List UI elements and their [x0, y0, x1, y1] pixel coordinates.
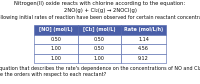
Bar [34, 35, 78, 44]
Bar [121, 35, 166, 44]
Text: [Cl₂] (mol/L): [Cl₂] (mol/L) [83, 27, 116, 32]
Text: Nitrogen(II) oxide reacts with chlorine according to the equation:: Nitrogen(II) oxide reacts with chlorine … [14, 1, 186, 6]
Text: 9.12: 9.12 [138, 56, 149, 61]
Text: [NO] (mol/L): [NO] (mol/L) [39, 27, 73, 32]
Text: 1.00: 1.00 [50, 56, 61, 61]
Text: 0.50: 0.50 [94, 37, 105, 42]
Bar [78, 54, 121, 63]
Bar [34, 25, 78, 35]
Bar [121, 25, 166, 35]
Text: 1.00: 1.00 [50, 46, 61, 51]
Text: 1.14: 1.14 [138, 37, 149, 42]
Text: 1.00: 1.00 [94, 56, 105, 61]
Text: 0.50: 0.50 [50, 37, 61, 42]
Text: What is the rate equation that describes the rate's dependence on the concentrat: What is the rate equation that describes… [0, 66, 200, 77]
Text: 0.50: 0.50 [94, 46, 105, 51]
Bar [78, 25, 121, 35]
Bar [78, 35, 121, 44]
Text: 4.56: 4.56 [138, 46, 149, 51]
Text: Rate (mol/L/h): Rate (mol/L/h) [124, 27, 163, 32]
Bar [121, 44, 166, 54]
Bar [78, 44, 121, 54]
Bar [34, 44, 78, 54]
Bar [34, 54, 78, 63]
Text: 2NO(g) + Cl₂(g) → 2NOCl(g): 2NO(g) + Cl₂(g) → 2NOCl(g) [64, 8, 136, 13]
Text: The following initial rates of reaction have been observed for certain reactant : The following initial rates of reaction … [0, 15, 200, 20]
Bar [121, 54, 166, 63]
